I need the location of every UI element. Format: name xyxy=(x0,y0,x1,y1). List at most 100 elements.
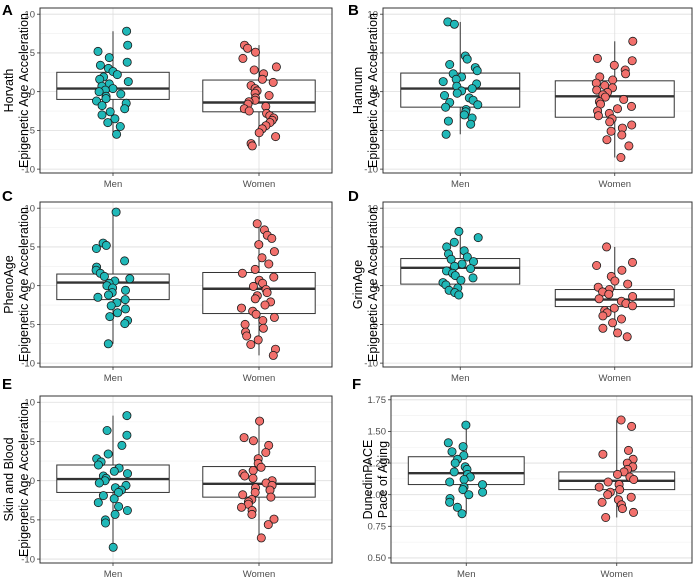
data-point xyxy=(110,509,120,519)
data-point xyxy=(628,36,638,46)
y-tick-label: -5 xyxy=(370,126,378,137)
data-point xyxy=(613,469,623,479)
data-point xyxy=(101,240,111,250)
data-point xyxy=(125,274,135,284)
data-point xyxy=(452,502,462,512)
points-men xyxy=(443,420,488,519)
data-point xyxy=(249,65,259,75)
data-point xyxy=(617,130,627,140)
data-point xyxy=(93,292,103,302)
data-point xyxy=(458,442,468,452)
data-point xyxy=(478,487,488,497)
data-point xyxy=(106,301,116,311)
data-point xyxy=(263,520,273,530)
data-point xyxy=(95,60,105,70)
panel-letter: F xyxy=(352,376,361,393)
y-tick-label: 1.00 xyxy=(368,490,387,501)
data-point xyxy=(93,498,103,508)
points-women xyxy=(236,416,279,543)
panel-letter: E xyxy=(2,376,12,393)
x-tick-label-women: Women xyxy=(243,569,276,579)
panel-f: 0.50 0.75 1.00 1.25 1.50 1.75 Men Women F Dunedin… xyxy=(352,376,693,579)
y-tick-label: -10 xyxy=(364,164,378,175)
data-point xyxy=(467,84,477,94)
data-point xyxy=(103,118,113,128)
data-point xyxy=(438,77,448,87)
data-point xyxy=(622,332,632,342)
data-point xyxy=(604,289,614,299)
data-point xyxy=(594,294,604,304)
data-point xyxy=(266,492,276,502)
data-point xyxy=(264,259,274,269)
y-tick-label: -5 xyxy=(27,515,35,526)
data-point xyxy=(466,119,476,129)
y-axis-label-line1: DunedinPACE xyxy=(361,440,375,520)
data-point xyxy=(122,411,132,421)
data-point xyxy=(264,91,274,101)
y-tick-label: -5 xyxy=(370,320,378,331)
data-point xyxy=(461,420,471,430)
data-point xyxy=(250,487,260,497)
y-axis-label-line1: Horvath xyxy=(2,69,16,113)
y-tick-label: 10 xyxy=(24,398,35,409)
data-point xyxy=(256,533,266,543)
data-point xyxy=(445,60,455,70)
points-women xyxy=(591,36,638,162)
y-tick-label: -10 xyxy=(21,554,35,565)
data-point xyxy=(108,542,118,552)
y-tick-label: -10 xyxy=(21,164,35,175)
points-men xyxy=(91,207,135,349)
panel-b: -10 -5 0 5 10 Men Women B Hannum Epigenetic Age A… xyxy=(348,2,693,190)
data-point xyxy=(97,101,107,111)
y-tick-label: 10 xyxy=(24,9,35,20)
data-point xyxy=(247,509,257,519)
data-point xyxy=(261,447,271,457)
data-point xyxy=(240,319,250,329)
data-point xyxy=(110,114,120,124)
panel-border xyxy=(390,395,693,564)
data-point xyxy=(257,253,267,263)
data-point xyxy=(114,487,124,497)
data-point xyxy=(109,494,119,504)
data-point xyxy=(597,497,607,507)
data-point xyxy=(627,120,637,130)
data-point xyxy=(253,335,263,345)
y-axis-label-line2: Epigenetic Age Acceleration xyxy=(17,13,31,168)
data-point xyxy=(91,243,101,253)
data-point xyxy=(248,473,258,483)
points-women xyxy=(238,40,281,151)
panel-border xyxy=(39,395,333,564)
data-point xyxy=(449,467,459,477)
data-point xyxy=(271,62,281,72)
data-point xyxy=(600,92,610,102)
data-point xyxy=(269,514,279,524)
y-axis-label-line2: Epigenetic Age Acceleration xyxy=(17,207,31,362)
data-point xyxy=(242,331,252,341)
data-point xyxy=(592,260,602,270)
panel-a: -10 -5 0 5 10 Men Women A Horvath Epigenetic Age … xyxy=(2,2,333,190)
data-point xyxy=(99,271,109,281)
data-point xyxy=(473,100,483,110)
data-point xyxy=(613,104,623,114)
x-tick-label-men: Men xyxy=(451,179,469,190)
data-point xyxy=(466,264,476,274)
data-point xyxy=(252,219,262,229)
y-tick-label: 1.25 xyxy=(368,458,387,469)
x-tick-label-men: Men xyxy=(451,373,469,384)
data-point xyxy=(117,440,127,450)
data-point xyxy=(103,339,113,349)
data-point xyxy=(268,77,278,87)
data-point xyxy=(111,207,121,217)
y-axis-label-line2: Epigenetic Age Acceleration xyxy=(17,402,31,557)
data-point xyxy=(601,513,611,523)
data-point xyxy=(445,477,455,487)
data-point xyxy=(244,106,254,116)
data-point xyxy=(93,460,103,470)
panel-letter: A xyxy=(2,2,13,19)
data-point xyxy=(93,46,103,56)
data-point xyxy=(104,290,114,300)
data-point xyxy=(617,504,627,514)
data-point xyxy=(258,323,268,333)
data-point xyxy=(236,303,246,313)
panel-letter: C xyxy=(2,188,13,205)
